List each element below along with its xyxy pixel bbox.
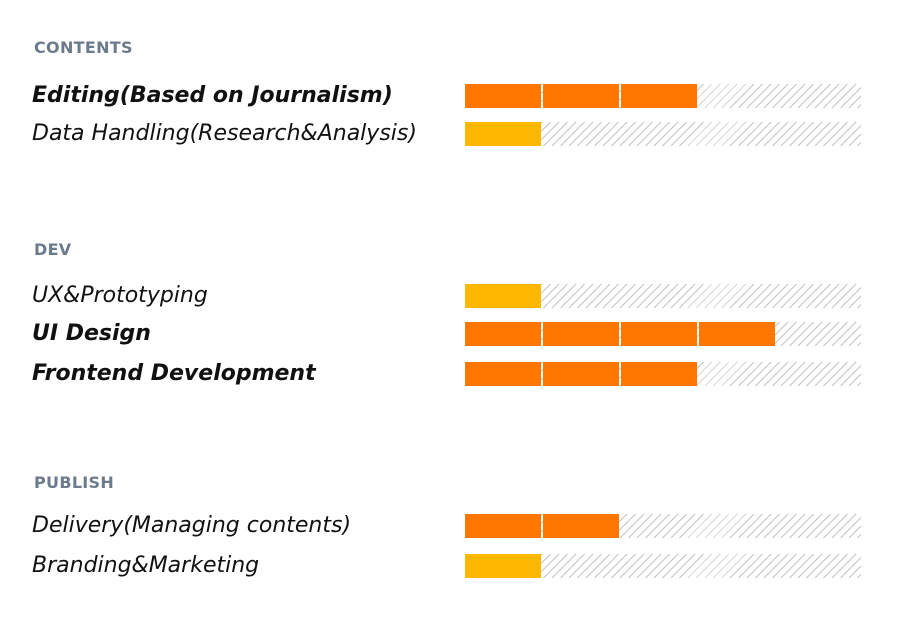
level-segment: [465, 322, 541, 346]
skill-label: Delivery(Managing contents): [32, 513, 352, 538]
skill-label: Data Handling(Research&Analysis): [32, 121, 417, 146]
section-title-contents: CONTENTS: [34, 38, 133, 57]
skill-level-bar: [465, 84, 861, 108]
skill-row-delivery: Delivery(Managing contents): [0, 512, 904, 540]
level-segment: [465, 122, 541, 146]
level-segment: [621, 84, 697, 108]
level-segment: [621, 322, 697, 346]
section-title-publish: PUBLISH: [34, 473, 115, 492]
skill-row-editing: Editing(Based on Journalism): [0, 82, 904, 110]
skill-level-bar: [465, 322, 861, 346]
level-segment: [543, 362, 619, 386]
skill-row-ui-design: UI Design: [0, 320, 904, 348]
skill-level-bar: [465, 284, 861, 308]
skill-row-branding-marketing: Branding&Marketing: [0, 552, 904, 580]
skill-row-ux-prototyping: UX&Prototyping: [0, 282, 904, 310]
level-segment: [543, 514, 619, 538]
skill-label: UX&Prototyping: [32, 283, 208, 308]
skill-row-frontend-development: Frontend Development: [0, 360, 904, 388]
level-segment: [465, 84, 541, 108]
skill-level-bar: [465, 514, 861, 538]
level-segment: [621, 362, 697, 386]
skill-label: Branding&Marketing: [32, 553, 260, 578]
skill-label: Editing(Based on Journalism): [32, 83, 393, 108]
level-segment: [543, 322, 619, 346]
level-segment: [465, 284, 541, 308]
skill-level-bar: [465, 554, 861, 578]
level-segment: [465, 362, 541, 386]
level-segment: [465, 514, 541, 538]
level-segment: [543, 84, 619, 108]
skill-label: Frontend Development: [32, 361, 316, 386]
level-segment: [465, 554, 541, 578]
skill-level-bar: [465, 122, 861, 146]
skill-label: UI Design: [32, 321, 151, 346]
skill-row-data-handling: Data Handling(Research&Analysis): [0, 120, 904, 148]
level-segment: [699, 322, 775, 346]
section-title-dev: DEV: [34, 240, 72, 259]
skill-level-bar: [465, 362, 861, 386]
